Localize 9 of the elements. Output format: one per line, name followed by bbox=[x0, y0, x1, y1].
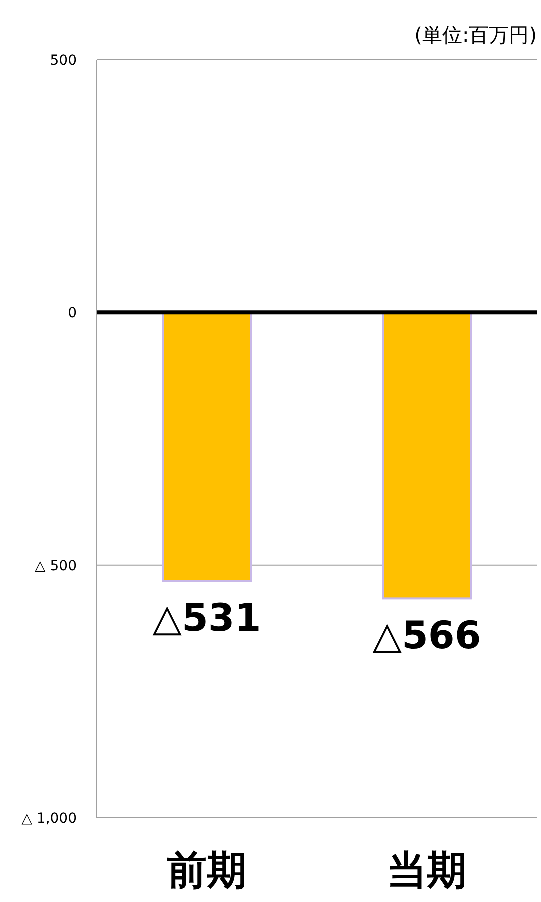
text: △531 bbox=[152, 596, 262, 640]
y-tick-label: △ 500 bbox=[35, 558, 77, 574]
y-tick-label: △ 1,000 bbox=[22, 811, 77, 827]
x-tick-label: 前期 bbox=[167, 848, 247, 894]
y-tick-label: 500 bbox=[50, 53, 77, 69]
text: (単位:百万円) bbox=[414, 23, 537, 47]
x-tick-label: 当期 bbox=[387, 848, 467, 894]
text: △566 bbox=[372, 614, 482, 658]
y-tick-label: 0 bbox=[68, 306, 77, 322]
